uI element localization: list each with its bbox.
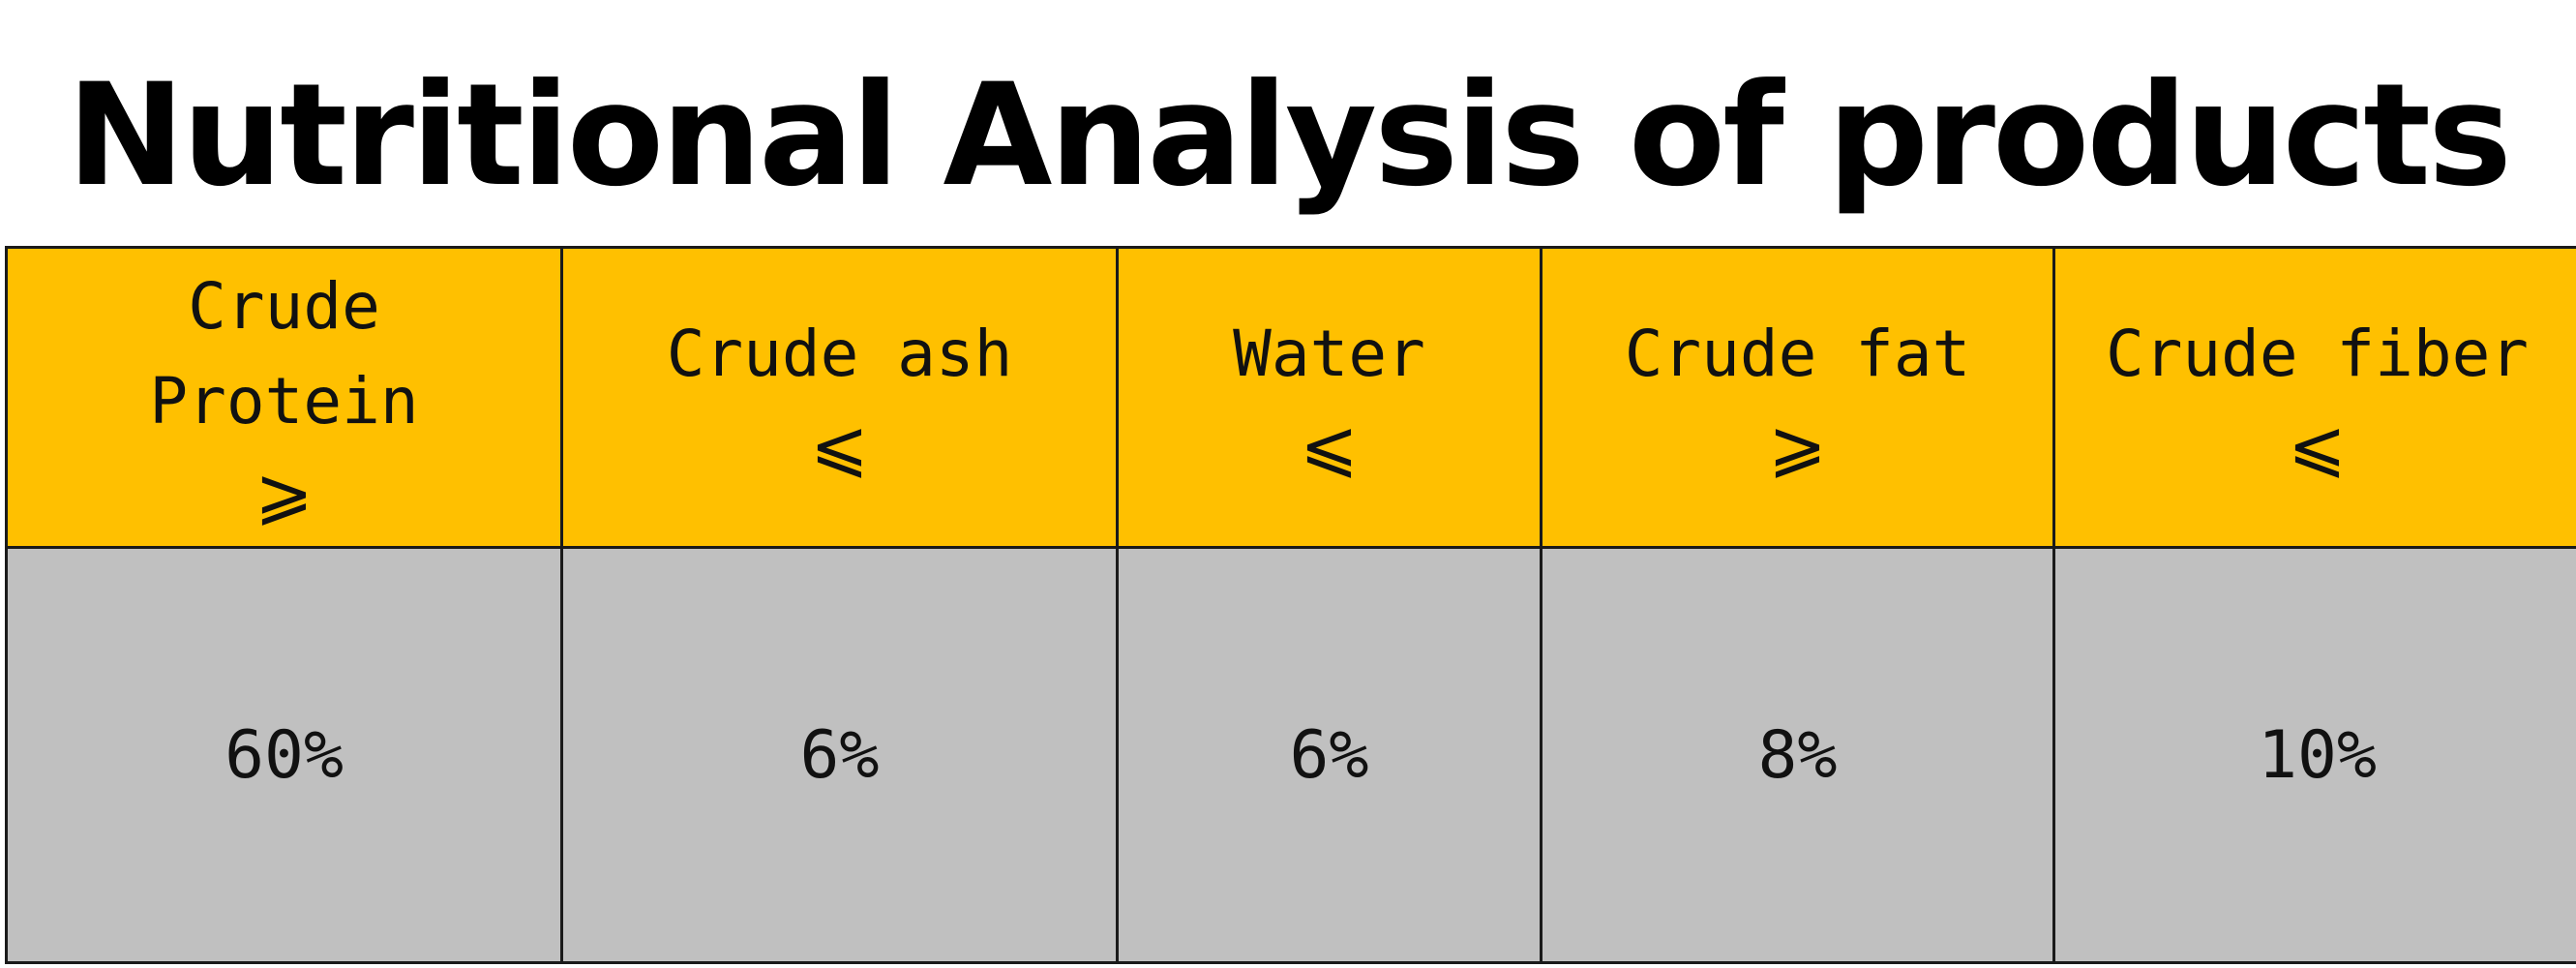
header-label: Crude fiber <box>2105 316 2530 391</box>
header-cell-crude-fat: Crude fat ⩾ <box>1540 245 2055 550</box>
header-label: Crude fat <box>1624 316 1971 391</box>
table-value-row: 60% 6% 6% 8% 10% <box>5 546 2576 964</box>
header-label: Water <box>1233 316 1425 391</box>
header-cell-crude-ash: Crude ash ⩽ <box>560 245 1119 550</box>
header-label: Crude Protein <box>149 268 419 439</box>
header-cell-crude-fiber: Crude fiber ⩽ <box>2052 245 2576 550</box>
nutrition-table: Crude Protein ⩾ Crude ash ⩽ Water ⩽ Crud… <box>5 245 2576 964</box>
value-cell-crude-protein: 60% <box>5 546 563 964</box>
value-cell-water: 6% <box>1116 546 1543 964</box>
greater-equal-symbol: ⩾ <box>1768 404 1827 486</box>
greater-equal-symbol: ⩾ <box>255 451 314 533</box>
value-cell-crude-fiber: 10% <box>2052 546 2576 964</box>
header-label: Crude ash <box>666 316 1013 391</box>
less-equal-symbol: ⩽ <box>810 404 869 486</box>
value-cell-crude-ash: 6% <box>560 546 1119 964</box>
less-equal-symbol: ⩽ <box>1300 404 1359 486</box>
table-header-row: Crude Protein ⩾ Crude ash ⩽ Water ⩽ Crud… <box>5 245 2576 550</box>
header-cell-water: Water ⩽ <box>1116 245 1543 550</box>
less-equal-symbol: ⩽ <box>2288 404 2347 486</box>
page-title: Nutritional Analysis of products <box>67 53 2512 218</box>
header-cell-crude-protein: Crude Protein ⩾ <box>5 245 563 550</box>
value-cell-crude-fat: 8% <box>1540 546 2055 964</box>
